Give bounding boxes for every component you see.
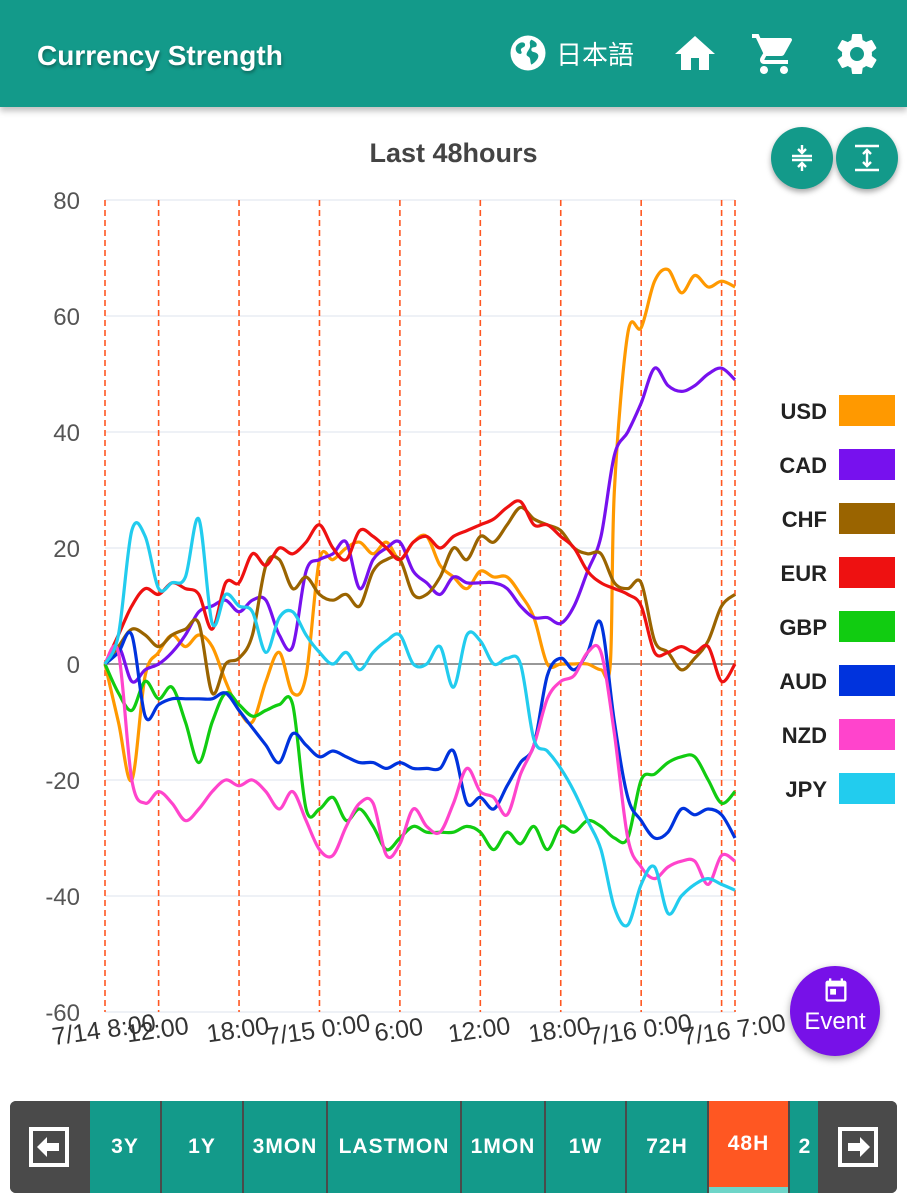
x-tick-label: 6:00 <box>373 1013 425 1048</box>
tab-1w[interactable]: 1W <box>546 1101 625 1193</box>
legend-swatch <box>839 557 895 588</box>
legend-swatch <box>839 503 895 534</box>
x-tick-label: 7/15 0:00 <box>265 1009 372 1051</box>
legend-label: EUR <box>780 561 827 586</box>
legend-label: AUD <box>779 669 827 694</box>
chart-title: Last 48hours <box>369 138 538 168</box>
series-line-jpy <box>103 517 736 928</box>
y-tick-label: 20 <box>53 536 80 563</box>
legend-item-chf[interactable]: CHF <box>760 501 900 555</box>
y-tick-label: 40 <box>53 420 80 447</box>
y-tick-label: 60 <box>53 304 80 331</box>
legend-label: GBP <box>779 615 827 640</box>
legend-item-jpy[interactable]: JPY <box>760 771 900 825</box>
legend-swatch <box>839 449 895 480</box>
series-line-cad <box>103 366 737 684</box>
legend-swatch <box>839 719 895 750</box>
x-tick-label: 18:00 <box>527 1012 593 1048</box>
tab-2[interactable]: 2 <box>790 1101 818 1193</box>
y-tick-label: -40 <box>45 884 80 911</box>
tab-1y[interactable]: 1Y <box>162 1101 242 1193</box>
legend-label: CAD <box>779 453 827 478</box>
y-tick-label: 80 <box>53 188 80 215</box>
legend-label: JPY <box>785 777 827 802</box>
tab-lastmon[interactable]: LASTMON <box>328 1101 460 1193</box>
legend-item-usd[interactable]: USD <box>760 393 900 447</box>
arrow-left-icon <box>29 1127 69 1167</box>
x-tick-label: 18:00 <box>205 1012 271 1048</box>
legend-item-cad[interactable]: CAD <box>760 447 900 501</box>
legend-swatch <box>839 665 895 696</box>
series-line-nzd <box>103 643 736 886</box>
language-label: 日本語 <box>556 40 635 71</box>
legend-label: USD <box>780 399 827 424</box>
legend-swatch <box>839 611 895 642</box>
tab-3y[interactable]: 3Y <box>90 1101 160 1193</box>
y-tick-label: -20 <box>45 768 80 795</box>
expand-icon <box>855 144 879 172</box>
series-line-aud <box>103 619 737 841</box>
series-line-eur <box>103 499 737 684</box>
app-title: Currency Strength <box>37 40 283 71</box>
globe-icon <box>510 35 546 71</box>
legend-item-nzd[interactable]: NZD <box>760 717 900 771</box>
y-tick-label: 0 <box>67 652 80 679</box>
x-tick-label: 12:00 <box>446 1012 512 1048</box>
tab-1mon[interactable]: 1MON <box>462 1101 544 1193</box>
chart-legend: USD CAD CHF EUR GBP AUD NZD JPY <box>760 393 900 825</box>
expand-button[interactable] <box>836 127 898 189</box>
legend-item-aud[interactable]: AUD <box>760 663 900 717</box>
legend-item-eur[interactable]: EUR <box>760 555 900 609</box>
period-tabs: 3Y 1Y 3MON LASTMON 1MON 1W 72H 48H 2 <box>90 1101 818 1193</box>
legend-label: CHF <box>781 507 827 532</box>
legend-swatch <box>839 773 895 804</box>
event-label: Event <box>804 1008 866 1035</box>
series-line-chf <box>103 505 737 696</box>
x-tick-label: 7/16 0:00 <box>586 1009 693 1051</box>
legend-swatch <box>839 395 895 426</box>
arrow-right-icon <box>838 1127 878 1167</box>
app-bar: Currency Strength 日本語 <box>0 0 907 107</box>
compress-icon <box>792 145 812 171</box>
legend-item-gbp[interactable]: GBP <box>760 609 900 663</box>
tab-3mon[interactable]: 3MON <box>244 1101 326 1193</box>
tab-48h[interactable]: 48H <box>709 1101 788 1193</box>
tab-72h[interactable]: 72H <box>627 1101 707 1193</box>
gear-icon[interactable] <box>833 30 881 78</box>
calendar-icon <box>825 978 847 1002</box>
next-period-button[interactable] <box>819 1101 897 1193</box>
compress-button[interactable] <box>771 127 833 189</box>
period-bar: 3Y 1Y 3MON LASTMON 1MON 1W 72H 48H 2 <box>10 1101 897 1193</box>
prev-period-button[interactable] <box>10 1101 88 1193</box>
cart-icon[interactable] <box>750 30 798 78</box>
x-tick-label: 7/16 7:00 <box>680 1009 787 1051</box>
y-tick-label: -60 <box>45 1000 80 1027</box>
legend-label: NZD <box>781 723 827 748</box>
language-button[interactable]: 日本語 <box>508 32 634 74</box>
event-button[interactable]: Event <box>790 966 880 1056</box>
home-icon[interactable] <box>671 30 719 78</box>
